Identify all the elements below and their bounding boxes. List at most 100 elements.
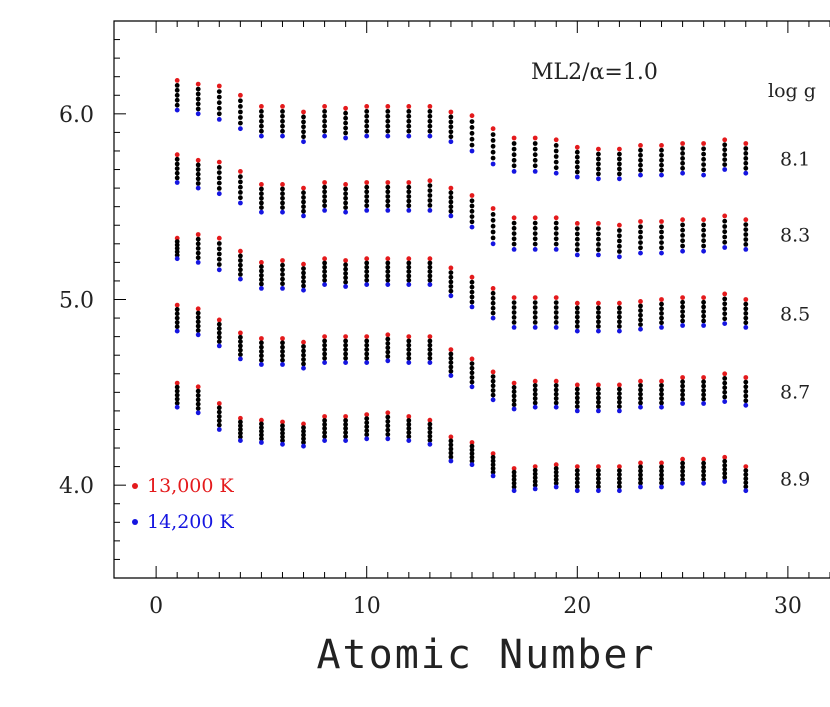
point-intermediate [427, 429, 433, 435]
point-intermediate [259, 340, 264, 346]
point-intermediate [238, 419, 243, 425]
point-intermediate [364, 194, 370, 199]
point-13000K [259, 104, 264, 109]
point-intermediate [216, 256, 222, 262]
point-intermediate [743, 398, 749, 404]
point-intermediate [385, 336, 391, 342]
point-intermediate [722, 147, 728, 153]
point-14200K [596, 252, 601, 258]
point-intermediate [511, 141, 517, 146]
point-intermediate [617, 238, 622, 244]
point-intermediate [469, 289, 475, 295]
point-13000K [301, 261, 306, 267]
point-14200K [216, 191, 222, 197]
point-intermediate [216, 418, 222, 424]
point-13000K [596, 464, 601, 469]
point-13000K [574, 144, 580, 150]
point-intermediate [427, 355, 433, 361]
point-13000K [680, 217, 685, 223]
point-intermediate [174, 249, 180, 255]
point-intermediate [722, 380, 728, 386]
point-intermediate [617, 233, 622, 239]
point-13000K [238, 169, 243, 174]
point-13000K [722, 454, 728, 460]
point-intermediate [195, 86, 201, 92]
point-intermediate [448, 284, 454, 289]
point-14200K [596, 176, 601, 182]
point-intermediate [659, 472, 664, 478]
point-intermediate [617, 243, 622, 249]
point-intermediate [511, 305, 517, 310]
point-intermediate [553, 241, 559, 247]
point-intermediate [638, 400, 643, 406]
data-points [174, 78, 749, 494]
point-intermediate [174, 242, 180, 248]
point-intermediate [174, 400, 180, 406]
point-intermediate [322, 277, 327, 283]
point-intermediate [448, 364, 454, 370]
point-intermediate [427, 109, 433, 114]
point-intermediate [301, 425, 306, 430]
point-14200K [490, 161, 496, 167]
point-intermediate [596, 156, 601, 162]
point-intermediate [343, 200, 348, 206]
point-intermediate [743, 468, 749, 473]
point-intermediate [701, 162, 706, 168]
point-intermediate [448, 442, 454, 448]
point-intermediate [490, 235, 496, 241]
point-intermediate [659, 162, 664, 168]
point-intermediate [364, 277, 370, 283]
point-14200K [701, 172, 706, 178]
point-intermediate [638, 476, 643, 482]
point-intermediate [385, 432, 391, 437]
point-14200K [638, 172, 643, 178]
point-intermediate [596, 166, 601, 172]
point-intermediate [617, 171, 622, 177]
point-13000K [195, 157, 201, 163]
point-intermediate [427, 188, 433, 194]
x-tick-label: 30 [774, 594, 802, 619]
point-intermediate [280, 195, 285, 201]
point-13000K [553, 462, 559, 468]
point-intermediate [174, 320, 180, 325]
point-intermediate [174, 392, 180, 398]
point-intermediate [385, 423, 391, 429]
point-intermediate [195, 310, 201, 316]
point-intermediate [532, 220, 538, 226]
point-intermediate [596, 324, 601, 329]
point-intermediate [195, 171, 201, 177]
point-intermediate [259, 353, 264, 359]
point-intermediate [301, 361, 306, 367]
point-intermediate [195, 401, 201, 407]
point-intermediate [701, 472, 706, 478]
point-13000K [469, 274, 475, 280]
point-14200K [364, 360, 370, 365]
point-intermediate [574, 472, 580, 477]
point-intermediate [259, 436, 264, 442]
point-intermediate [406, 430, 412, 435]
point-intermediate [216, 94, 222, 100]
point-intermediate [596, 404, 601, 409]
point-intermediate [722, 296, 728, 302]
point-13000K [385, 256, 391, 262]
point-13000K [427, 417, 433, 423]
point-intermediate [259, 268, 264, 274]
point-intermediate [638, 312, 643, 318]
point-intermediate [448, 208, 454, 214]
point-intermediate [238, 267, 243, 273]
log-g-label: 8.1 [780, 148, 810, 170]
point-intermediate [427, 338, 433, 344]
point-intermediate [680, 313, 685, 319]
point-13000K [406, 104, 412, 109]
point-intermediate [638, 234, 643, 240]
point-13000K [322, 414, 327, 419]
point-intermediate [238, 115, 243, 120]
point-intermediate [722, 394, 728, 400]
point-13000K [743, 375, 749, 380]
point-intermediate [343, 275, 348, 281]
point-intermediate [322, 198, 327, 204]
point-intermediate [743, 151, 749, 156]
point-14200K [553, 170, 559, 176]
point-14200K [174, 256, 180, 262]
point-intermediate [701, 243, 706, 249]
